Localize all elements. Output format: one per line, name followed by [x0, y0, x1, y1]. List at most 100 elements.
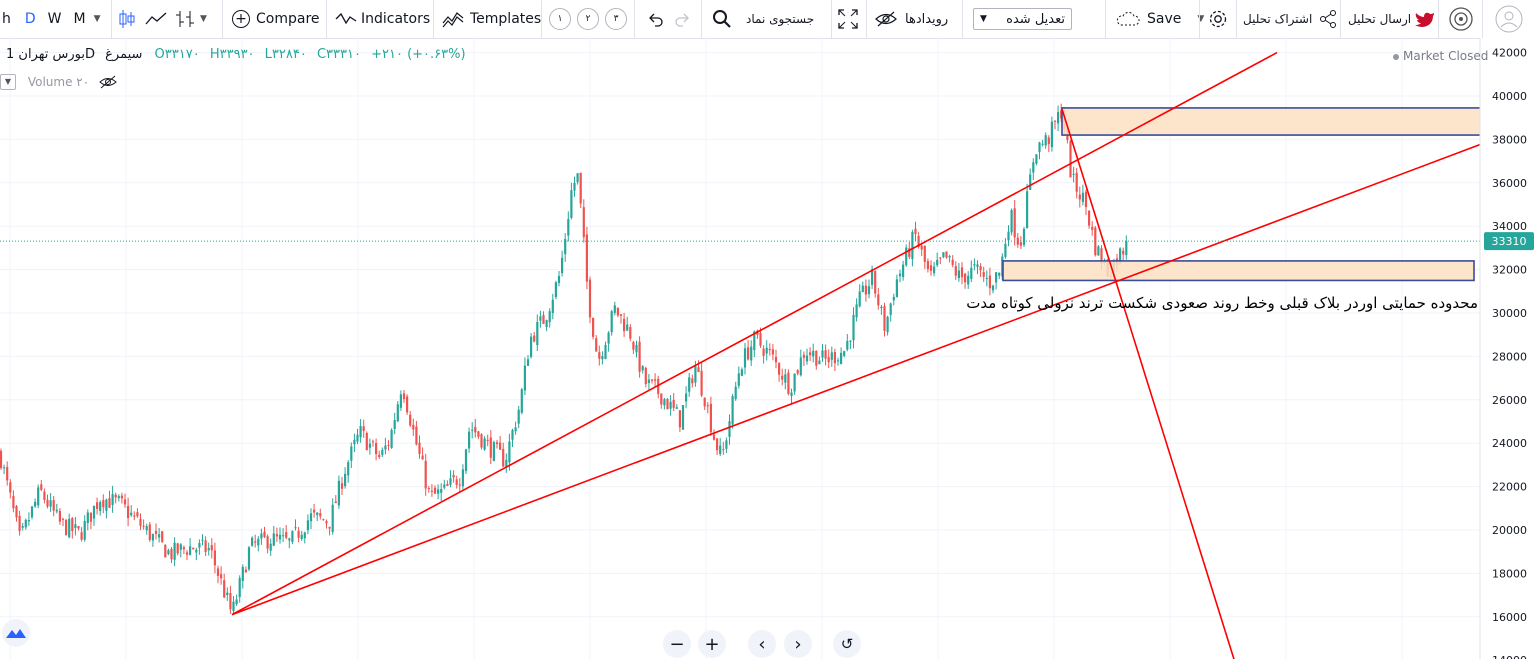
- candle-body: [492, 442, 495, 461]
- symbol-search-button[interactable]: جستجوی نماد: [712, 0, 814, 38]
- legend-interval: 1D: [6, 47, 95, 62]
- candle-body: [706, 405, 709, 407]
- zoom-in-button[interactable]: +: [698, 630, 726, 658]
- volume-legend: ▼ Volume ۲۰: [0, 74, 117, 90]
- eye-off-icon: [875, 11, 897, 27]
- candle-body: [650, 379, 654, 381]
- compare-button[interactable]: + Compare: [232, 0, 320, 38]
- save-button[interactable]: Save ▼: [1115, 0, 1204, 38]
- candle-body: [939, 257, 942, 259]
- candle-body: [967, 275, 970, 285]
- candle-body: [325, 521, 328, 524]
- candle-body: [781, 375, 784, 380]
- candle-body: [874, 270, 877, 294]
- reset-chart-button[interactable]: ↺: [833, 630, 861, 658]
- eye-off-icon[interactable]: [99, 75, 117, 89]
- chevron-down-icon[interactable]: ▼: [200, 14, 207, 24]
- candle-body: [161, 531, 164, 542]
- candle-body: [306, 520, 309, 531]
- chevron-down-icon[interactable]: ▼: [1197, 14, 1205, 24]
- candle-body: [601, 356, 604, 360]
- fullscreen-button[interactable]: [837, 0, 859, 38]
- scroll-right-button[interactable]: ›: [784, 630, 812, 658]
- share-analysis-button[interactable]: اشتراک تحلیل: [1243, 0, 1338, 38]
- candle-body: [37, 487, 40, 506]
- candle-body: [725, 440, 728, 449]
- candle-body: [945, 251, 948, 258]
- settings-button[interactable]: [1207, 0, 1229, 38]
- legend-symbol: سیمرغ: [105, 47, 143, 62]
- candle-body: [461, 469, 464, 487]
- candle-body: [1007, 231, 1010, 241]
- cloud-icon: [1116, 11, 1140, 26]
- candle-body: [867, 286, 871, 295]
- candle-body: [533, 335, 536, 342]
- events-button[interactable]: رویدادها: [875, 0, 948, 38]
- scroll-left-button[interactable]: ‹: [748, 630, 776, 658]
- candle-body: [359, 426, 362, 438]
- candle-body: [368, 443, 371, 448]
- candle-body: [480, 434, 483, 448]
- candle-body: [954, 266, 957, 276]
- chevron-down-icon[interactable]: ▼: [0, 74, 16, 90]
- candle-body: [34, 501, 37, 507]
- zoom-out-button[interactable]: −: [663, 630, 691, 658]
- layout-2-button[interactable]: ۲: [577, 8, 599, 30]
- candle-body: [145, 526, 148, 531]
- candle-body: [743, 348, 747, 368]
- line-chart-icon[interactable]: [144, 8, 168, 30]
- candle-body: [170, 548, 173, 560]
- resolution-day[interactable]: D: [24, 11, 36, 27]
- price-tick-label: 30000: [1492, 307, 1527, 320]
- fullscreen-icon: [838, 9, 858, 29]
- legend-change: +۲۱۰ (+۰.۶۳%): [371, 47, 466, 62]
- candle-body: [99, 502, 102, 511]
- adjustment-select[interactable]: ▼ تعدیل شده: [973, 0, 1072, 38]
- candle-body: [117, 496, 120, 499]
- candle-body: [241, 566, 244, 581]
- user-avatar-button[interactable]: [1495, 0, 1523, 38]
- indicators-icon: [335, 12, 357, 25]
- layout-3-button[interactable]: ۳: [605, 8, 627, 30]
- candle-body: [678, 410, 681, 428]
- candle-body: [747, 347, 750, 360]
- logo-button[interactable]: [1448, 0, 1474, 38]
- trendline: [1061, 108, 1235, 659]
- bars-icon[interactable]: [174, 8, 198, 30]
- candle-body: [133, 515, 136, 517]
- resolution-month[interactable]: M: [73, 11, 86, 27]
- undo-icon[interactable]: [646, 10, 664, 28]
- templates-button[interactable]: Templates: [442, 0, 541, 38]
- price-chart[interactable]: 14000 16000 18000 20000 22000 24000 26000 28000…: [0, 38, 1534, 659]
- redo-icon[interactable]: [674, 10, 692, 28]
- chevron-down-icon[interactable]: ▼: [93, 14, 101, 24]
- candle-body: [982, 272, 985, 277]
- candle-body: [508, 441, 511, 463]
- candle-body: [74, 524, 77, 529]
- resolution-hour[interactable]: h: [2, 11, 11, 27]
- candle-body: [641, 366, 644, 371]
- candle-body: [821, 350, 824, 358]
- candle-body: [244, 569, 247, 573]
- brand-logo[interactable]: [2, 619, 30, 647]
- candle-body: [802, 354, 805, 358]
- candles-icon[interactable]: [118, 8, 136, 30]
- candle-body: [238, 578, 241, 598]
- candle-body: [381, 449, 384, 455]
- candle-body: [582, 207, 585, 238]
- logo-icon: [1449, 7, 1473, 31]
- candle-body: [588, 279, 592, 318]
- price-axis[interactable]: [1480, 38, 1534, 659]
- send-analysis-button[interactable]: ارسال تحلیل: [1348, 0, 1435, 38]
- candle-body: [511, 430, 514, 440]
- candle-body: [970, 267, 973, 279]
- candle-body: [136, 512, 139, 517]
- candle-body: [530, 336, 533, 357]
- indicators-button[interactable]: Indicators: [335, 0, 430, 38]
- candle-body: [1100, 248, 1103, 264]
- price-tick-label: 20000: [1492, 524, 1527, 537]
- layout-1-button[interactable]: ۱: [549, 8, 571, 30]
- resolution-week[interactable]: W: [47, 11, 62, 27]
- candle-body: [452, 474, 455, 478]
- candle-body: [548, 311, 551, 323]
